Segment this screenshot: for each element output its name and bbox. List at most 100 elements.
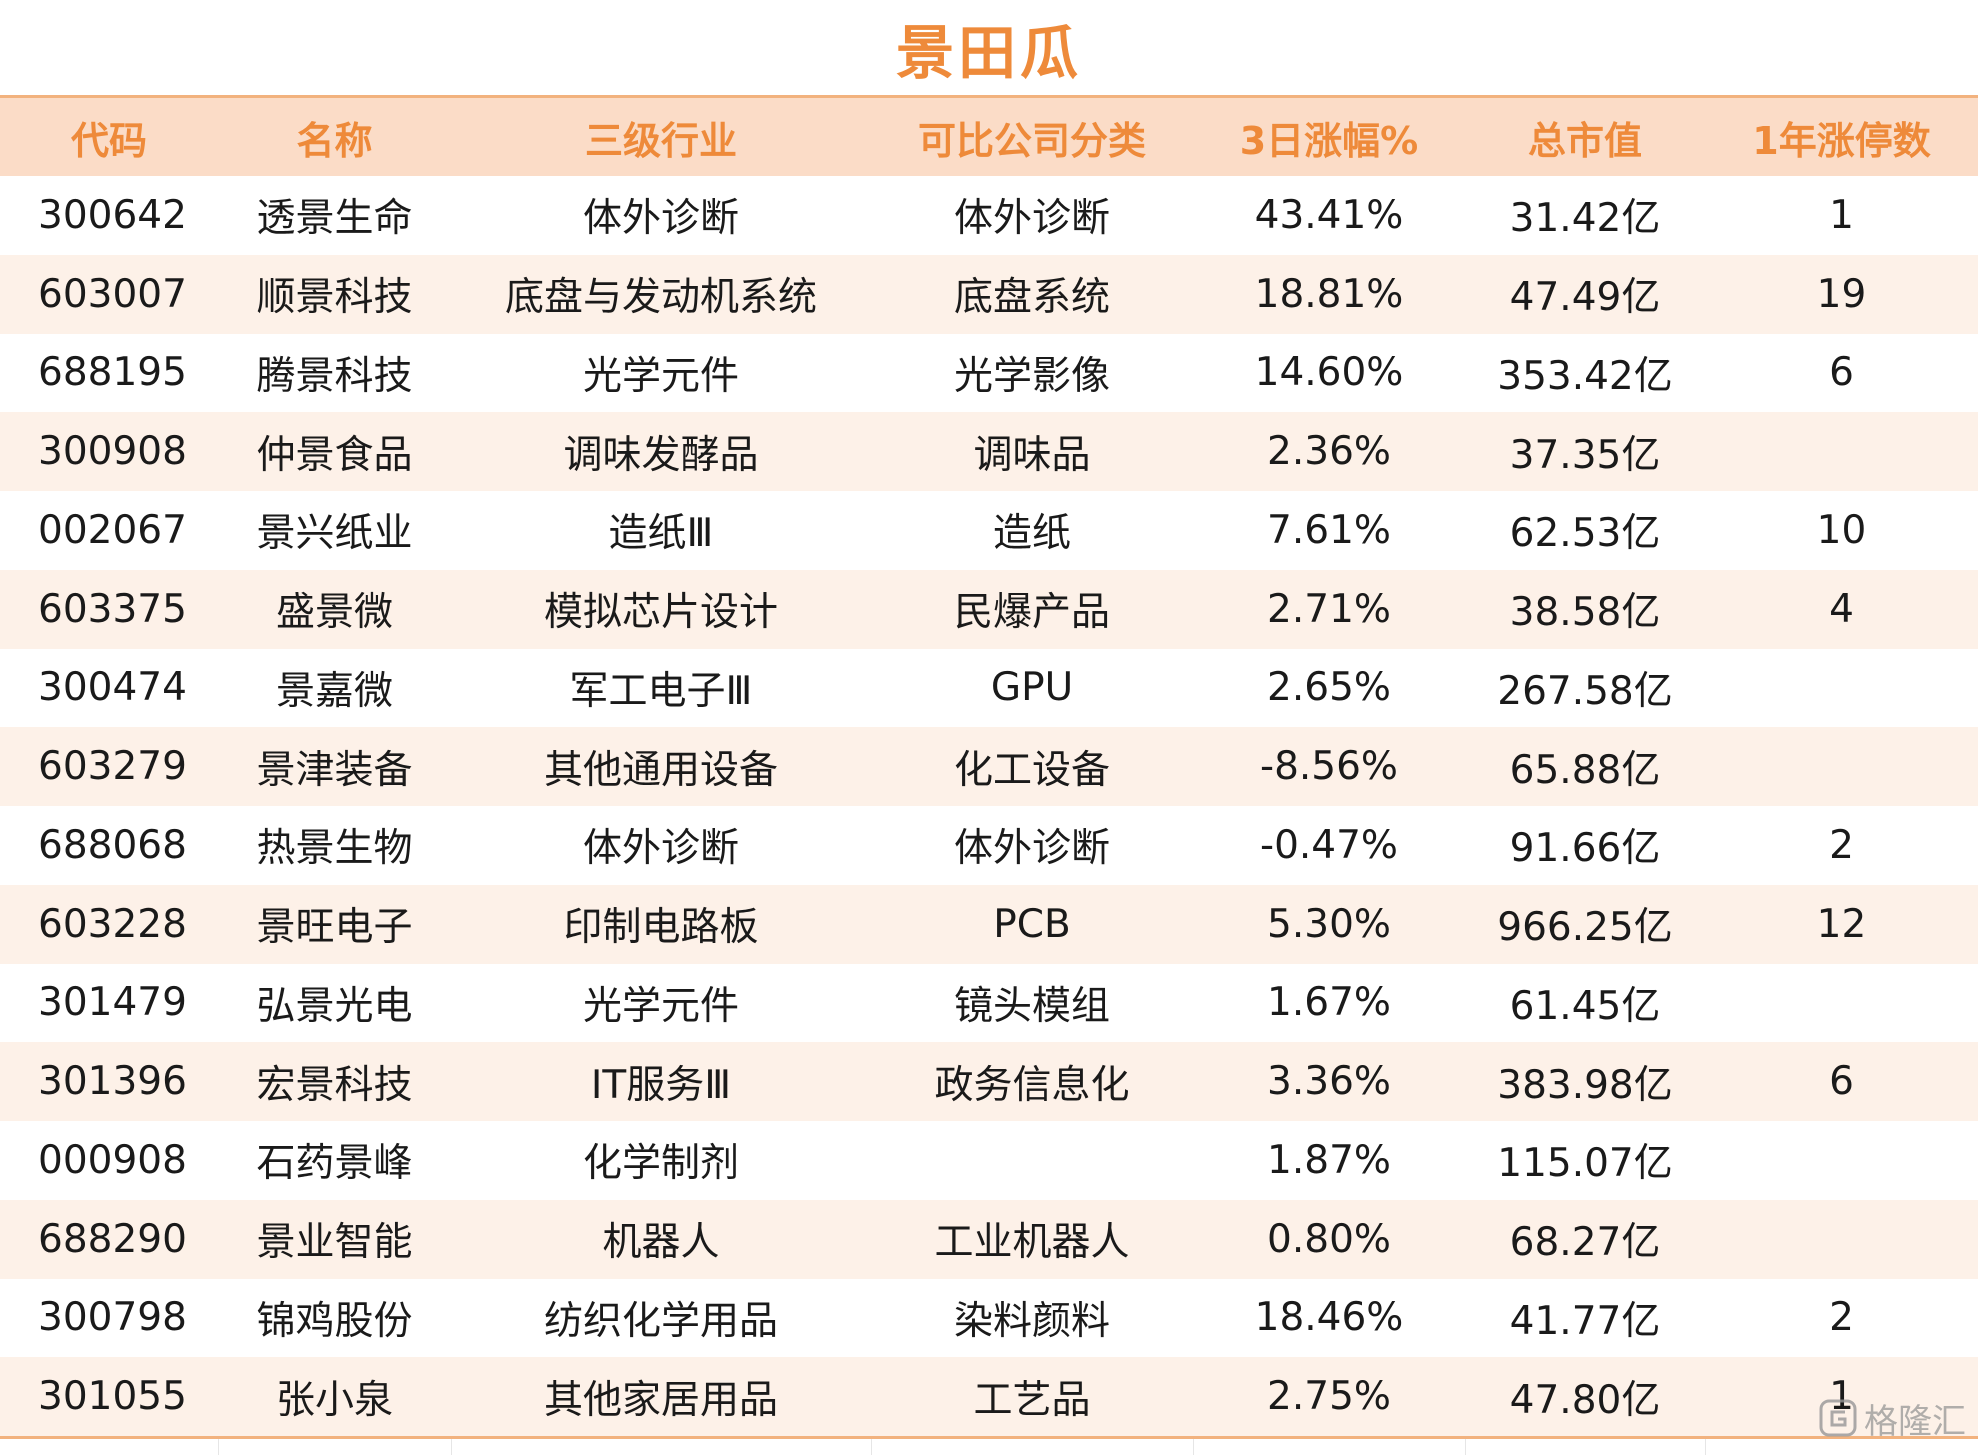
cell-code: 688195 <box>38 350 187 396</box>
cell-3day-gain: 2.71% <box>1193 569 1465 649</box>
column-header-code: 代码 <box>0 98 218 176</box>
cell-limit-up-count <box>1705 649 1978 728</box>
cell-industry: 体外诊断 <box>582 196 739 242</box>
table-row: 301396 宏景科技 IT服务Ⅲ 政务信息化 3.36% 383.98亿 6 <box>0 1042 1978 1121</box>
cell-name: 弘景光电 <box>256 983 413 1029</box>
cell-name: 景兴纸业 <box>256 511 413 557</box>
cell-industry: 其他通用设备 <box>451 727 871 806</box>
cell-code: 300798 <box>38 1295 187 1341</box>
cell-3day-gain: 5.30% <box>1193 884 1465 964</box>
cell-limit-up-count: 1 <box>1829 192 1854 238</box>
cell-3day-gain: 0.80% <box>1193 1199 1465 1279</box>
cell-3day-gain: 1.67% <box>1267 980 1391 1026</box>
cell-market-cap: 353.42亿 <box>1497 353 1673 399</box>
table-row: 688068 热景生物 体外诊断 体外诊断 -0.47% 91.66亿 2 <box>0 806 1978 885</box>
cell-peer-category: PCB <box>871 884 1193 964</box>
grid-ticks <box>0 1439 1978 1455</box>
cell-name: 张小泉 <box>218 1357 451 1436</box>
cell-name: 仲景食品 <box>218 412 451 491</box>
cell-limit-up-count <box>1705 964 1978 1043</box>
cell-code: 301396 <box>0 1042 218 1121</box>
cell-market-cap: 966.25亿 <box>1465 884 1705 964</box>
cell-name: 景嘉微 <box>275 668 393 714</box>
cell-market-cap: 61.45亿 <box>1509 983 1661 1029</box>
cell-market-cap: 38.58亿 <box>1465 569 1705 649</box>
cell-industry: 军工电子Ⅲ <box>569 668 753 714</box>
cell-code: 000908 <box>38 1137 187 1183</box>
cell-limit-up-count <box>1705 1121 1978 1200</box>
cell-3day-gain: -0.47% <box>1260 822 1398 868</box>
cell-name: 景旺电子 <box>218 884 451 964</box>
cell-3day-gain: -8.56% <box>1193 727 1465 806</box>
cell-peer-category: 体外诊断 <box>953 196 1110 242</box>
column-header-peer-category: 可比公司分类 <box>871 98 1193 176</box>
cell-3day-gain: 2.75% <box>1193 1357 1465 1436</box>
table-row: 688290 景业智能 机器人 工业机器人 0.80% 68.27亿 <box>0 1199 1978 1279</box>
cell-market-cap: 68.27亿 <box>1465 1199 1705 1279</box>
cell-industry: IT服务Ⅲ <box>451 1042 871 1121</box>
cell-market-cap: 115.07亿 <box>1497 1141 1673 1187</box>
cell-industry: 调味发酵品 <box>451 412 871 491</box>
watermark: 格隆汇 <box>1818 1393 1966 1443</box>
table-row: 300908 仲景食品 调味发酵品 调味品 2.36% 37.35亿 <box>0 412 1978 491</box>
table-body: 300642 透景生命 体外诊断 体外诊断 43.41% 31.42亿 1 603007 顺景科… <box>0 176 1978 1436</box>
table-row: 688195 腾景科技 光学元件 光学影像 14.60% 353.42亿 6 <box>0 334 1978 413</box>
cell-code: 301479 <box>38 980 187 1026</box>
cell-3day-gain: 14.60% <box>1254 350 1404 396</box>
table-row: 301479 弘景光电 光学元件 镜头模组 1.67% 61.45亿 <box>0 964 1978 1043</box>
cell-limit-up-count: 2 <box>1829 822 1854 868</box>
cell-code: 688290 <box>0 1199 218 1279</box>
cell-code: 300642 <box>38 192 187 238</box>
cell-industry: 化学制剂 <box>582 1141 739 1187</box>
table-row: 603007 顺景科技 底盘与发动机系统 底盘系统 18.81% 47.49亿 19 <box>0 254 1978 334</box>
cell-industry: 体外诊断 <box>582 826 739 872</box>
cell-market-cap: 91.66亿 <box>1509 826 1661 872</box>
cell-market-cap: 383.98亿 <box>1465 1042 1705 1121</box>
cell-name: 腾景科技 <box>256 353 413 399</box>
table-row: 000908 石药景峰 化学制剂 1.87% 115.07亿 <box>0 1121 1978 1200</box>
cell-peer-category: 底盘系统 <box>871 254 1193 334</box>
cell-limit-up-count: 6 <box>1705 1042 1978 1121</box>
cell-3day-gain: 18.81% <box>1193 254 1465 334</box>
cell-name: 石药景峰 <box>256 1141 413 1187</box>
cell-3day-gain: 43.41% <box>1254 192 1404 238</box>
cell-market-cap: 41.77亿 <box>1509 1298 1661 1344</box>
cell-3day-gain: 2.65% <box>1267 665 1391 711</box>
watermark-text: 格隆汇 <box>1864 1401 1966 1442</box>
cell-industry: 模拟芯片设计 <box>451 569 871 649</box>
cell-peer-category: 工艺品 <box>871 1357 1193 1436</box>
table-title: 景田瓜 <box>895 19 1082 87</box>
cell-limit-up-count: 2 <box>1829 1295 1854 1341</box>
cell-peer-category: 染料颜料 <box>953 1298 1110 1344</box>
cell-market-cap: 47.80亿 <box>1465 1357 1705 1436</box>
table-row: 301055 张小泉 其他家居用品 工艺品 2.75% 47.80亿 1 <box>0 1357 1978 1436</box>
cell-code: 301055 <box>0 1357 218 1436</box>
cell-name: 景津装备 <box>218 727 451 806</box>
cell-market-cap: 62.53亿 <box>1509 511 1661 557</box>
cell-name: 透景生命 <box>256 196 413 242</box>
cell-code: 603375 <box>0 569 218 649</box>
cell-industry: 光学元件 <box>582 983 739 1029</box>
cell-3day-gain: 18.46% <box>1254 1295 1404 1341</box>
cell-industry: 机器人 <box>451 1199 871 1279</box>
cell-code: 300474 <box>38 665 187 711</box>
cell-name: 宏景科技 <box>218 1042 451 1121</box>
table-header-row: 代码 名称 三级行业 可比公司分类 3日涨幅% 总市值 1年涨停数 <box>0 98 1978 176</box>
cell-3day-gain: 3.36% <box>1193 1042 1465 1121</box>
cell-limit-up-count: 6 <box>1829 350 1854 396</box>
cell-code: 688068 <box>38 822 187 868</box>
footer-divider <box>0 1436 1978 1439</box>
cell-name: 锦鸡股份 <box>256 1298 413 1344</box>
cell-3day-gain: 1.87% <box>1267 1137 1391 1183</box>
cell-market-cap: 31.42亿 <box>1509 196 1661 242</box>
table-row: 300798 锦鸡股份 纺织化学用品 染料颜料 18.46% 41.77亿 2 <box>0 1279 1978 1358</box>
cell-peer-category: 体外诊断 <box>953 826 1110 872</box>
cell-3day-gain: 7.61% <box>1267 507 1391 553</box>
cell-industry: 印制电路板 <box>451 884 871 964</box>
column-header-industry: 三级行业 <box>451 98 871 176</box>
cell-limit-up-count: 4 <box>1705 569 1978 649</box>
cell-limit-up-count: 10 <box>1816 507 1867 553</box>
cell-peer-category: 造纸 <box>992 511 1071 557</box>
cell-peer-category: 政务信息化 <box>871 1042 1193 1121</box>
cell-code: 002067 <box>38 507 187 553</box>
